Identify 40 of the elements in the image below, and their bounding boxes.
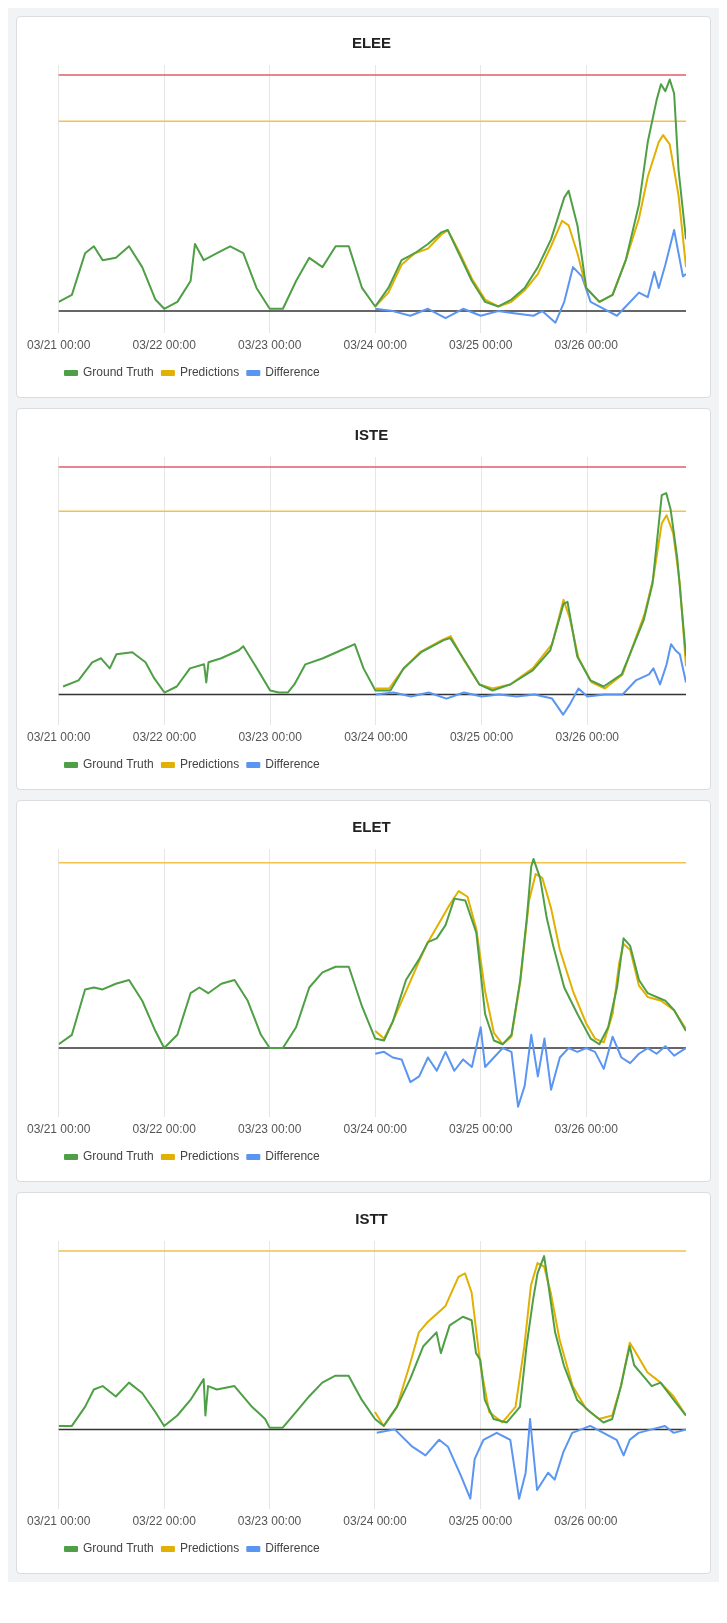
chart-title: ISTT [355,1210,388,1228]
x-tick-label: 03/23 00:00 [238,338,302,353]
x-tick-label: 03/24 00:00 [343,1122,408,1137]
x-tick-label: 03/26 00:00 [554,1514,618,1529]
x-tick-label: 03/21 00:00 [26,1514,91,1529]
x-tick-label: 03/24 00:00 [343,338,408,353]
x-tick-label: 03/22 00:00 [132,1514,197,1529]
x-tick-label: 03/26 00:00 [554,1122,619,1137]
x-tick-label: 03/26 00:00 [555,730,620,745]
x-tick-label: 03/26 00:00 [554,338,619,353]
legend-label: Ground Truth [83,1541,154,1556]
x-tick-label: 03/23 00:00 [237,1514,302,1529]
x-tick-label: 03/25 00:00 [449,730,514,745]
x-tick-label: 03/22 00:00 [132,1122,197,1137]
x-tick-label: 03/21 00:00 [26,338,91,353]
x-tick-label: 03/25 00:00 [449,1122,513,1137]
legend-label: Difference [265,1541,321,1556]
x-tick-label: 03/21 00:00 [26,730,91,745]
x-tick-label: 03/24 00:00 [343,1514,407,1529]
legend-label: Difference [265,1149,321,1164]
x-tick-label: 03/23 00:00 [238,1122,302,1137]
chart-title: ELEE [351,34,392,52]
legend-label: Predictions [179,757,240,772]
x-tick-label: 03/25 00:00 [449,338,513,353]
x-tick-label: 03/23 00:00 [238,730,303,745]
legend-label: Ground Truth [83,365,154,380]
legend-label: Difference [265,757,321,772]
legend-label: Predictions [179,365,240,380]
legend-label: Ground Truth [83,757,154,772]
chart-title: ELET [352,818,391,836]
x-tick-label: 03/24 00:00 [344,730,408,745]
chart-title: ISTE [354,426,389,444]
legend-label: Predictions [179,1149,240,1164]
legend-label: Predictions [179,1541,240,1556]
legend-label: Difference [265,365,321,380]
x-tick-label: 03/22 00:00 [132,730,197,745]
legend-label: Ground Truth [83,1149,154,1164]
x-tick-label: 03/25 00:00 [448,1514,513,1529]
x-tick-label: 03/21 00:00 [26,1122,91,1137]
x-tick-label: 03/22 00:00 [132,338,197,353]
